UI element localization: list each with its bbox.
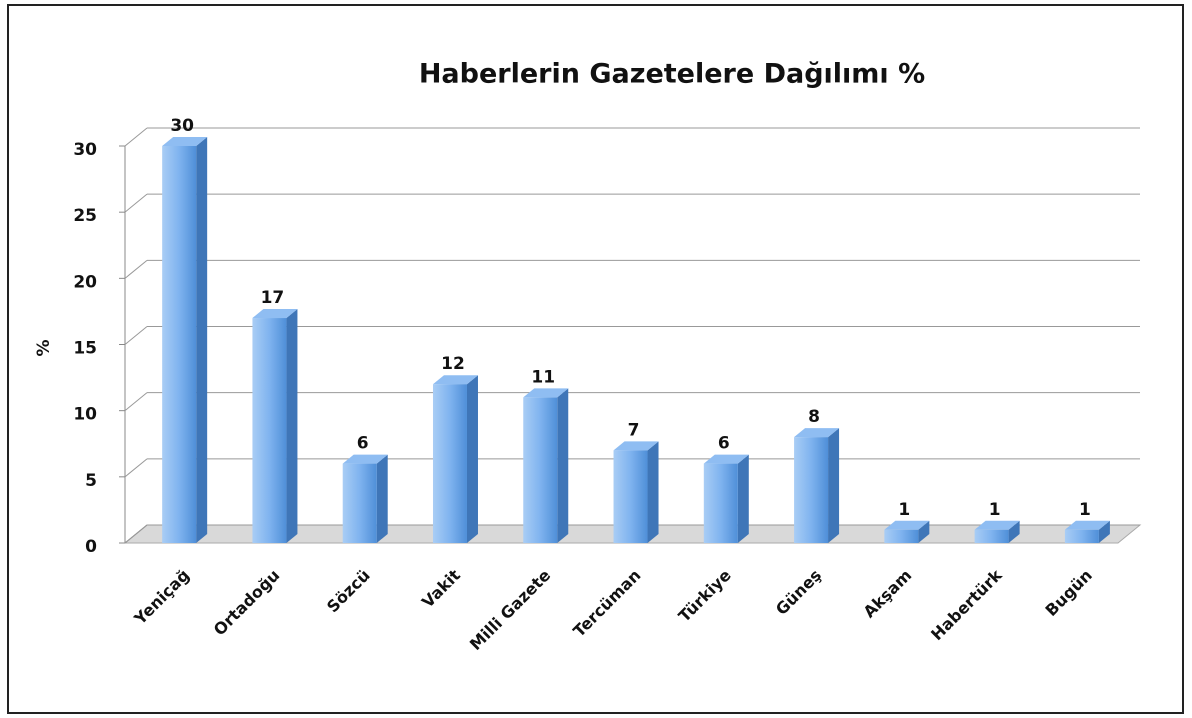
- bar: [523, 388, 569, 543]
- bar-side: [1098, 520, 1110, 543]
- bar: [1064, 520, 1110, 543]
- bar-top: [523, 388, 569, 398]
- bar-top: [162, 137, 208, 146]
- bar-front: [613, 450, 648, 543]
- y-axis-label: %: [34, 339, 54, 356]
- bar-front: [794, 437, 829, 543]
- bar-front: [974, 529, 1009, 543]
- bar-front: [342, 463, 377, 543]
- grid-line: [124, 127, 148, 147]
- grid-line: [124, 392, 148, 412]
- bar-top: [252, 309, 298, 319]
- bar: [974, 520, 1020, 543]
- value-label: 8: [808, 407, 820, 427]
- y-tick-label: 20: [73, 272, 97, 292]
- bar-top: [703, 454, 749, 464]
- bar: [342, 454, 388, 543]
- bar-side: [918, 520, 930, 543]
- bar-front: [162, 146, 197, 543]
- bar: [794, 428, 840, 543]
- bar-top: [342, 454, 388, 464]
- value-label: 6: [357, 434, 369, 454]
- value-label: 17: [261, 288, 285, 308]
- bar-front: [432, 384, 467, 543]
- y-tick-label: 0: [85, 537, 97, 557]
- bar-side: [196, 137, 208, 543]
- value-label: 1: [1079, 500, 1091, 520]
- bar: [884, 520, 930, 543]
- bar-side: [737, 454, 749, 543]
- value-label: 1: [898, 500, 910, 520]
- bar: [252, 309, 298, 543]
- bar-top: [794, 428, 840, 438]
- grid-line: [124, 259, 148, 279]
- bar-front: [703, 463, 738, 543]
- bar: [162, 137, 208, 543]
- chart-title: Haberlerin Gazetelere Dağılımı %: [419, 59, 925, 90]
- value-label: 11: [531, 367, 555, 387]
- y-tick-label: 5: [85, 471, 97, 491]
- grid-line: [124, 326, 148, 345]
- bar-front: [1064, 529, 1099, 543]
- y-tick-label: 15: [73, 339, 97, 359]
- bar-side: [286, 309, 298, 543]
- bar: [703, 454, 749, 543]
- bar-front: [884, 529, 919, 543]
- value-label: 7: [628, 420, 640, 440]
- grid-line: [124, 458, 148, 478]
- bar-top: [1064, 520, 1110, 530]
- bar-front: [523, 397, 558, 543]
- bar-front: [252, 318, 287, 543]
- bar-side: [376, 454, 388, 543]
- grid-line: [124, 524, 148, 544]
- y-tick-label: 10: [73, 405, 97, 425]
- bar-side: [466, 375, 478, 543]
- bar-side: [557, 388, 569, 543]
- bar-side: [828, 428, 840, 543]
- y-tick-label: 25: [73, 206, 97, 226]
- bar-top: [432, 375, 478, 385]
- bar-side: [1008, 520, 1020, 543]
- value-label: 6: [718, 434, 730, 454]
- bar-side: [647, 441, 659, 543]
- bar-top: [613, 441, 659, 451]
- bar-top: [974, 520, 1020, 530]
- bar: [432, 375, 478, 543]
- bar: [613, 441, 659, 543]
- bar-top: [884, 520, 930, 530]
- y-tick-label: 30: [73, 140, 97, 160]
- value-label: 1: [989, 500, 1001, 520]
- value-label: 30: [170, 116, 194, 136]
- grid-line: [124, 193, 148, 213]
- value-label: 12: [441, 354, 465, 374]
